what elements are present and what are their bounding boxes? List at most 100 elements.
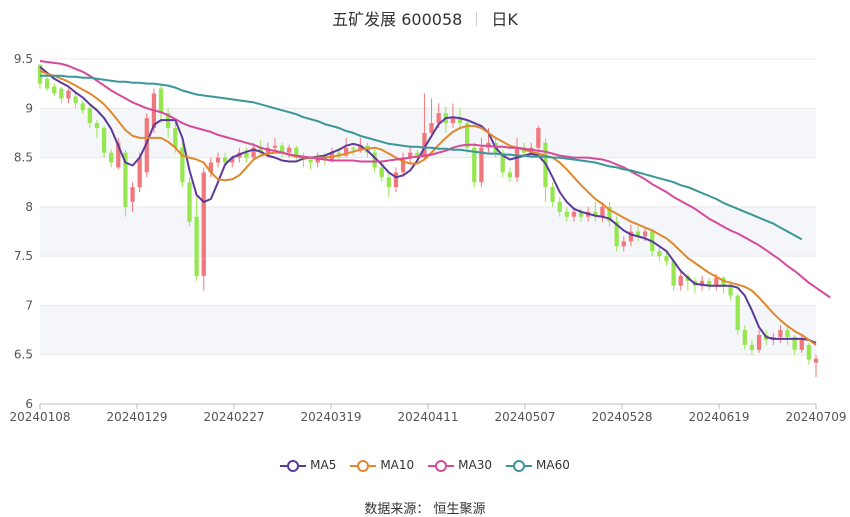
candle-body: [536, 128, 541, 148]
candle-down: [657, 246, 662, 262]
candle-body: [415, 152, 420, 158]
chart-title: 五矿发展 600058: [332, 10, 463, 29]
candle-body: [792, 336, 797, 350]
candle-down: [614, 216, 619, 252]
candle-down: [52, 83, 57, 97]
candle-body: [621, 241, 626, 247]
candle-up: [201, 167, 206, 291]
candle-up: [813, 354, 819, 378]
candle-body: [571, 211, 577, 217]
candle-body: [500, 152, 505, 173]
candle-down: [635, 226, 641, 242]
candle-body: [799, 339, 804, 350]
candle-body: [222, 157, 228, 163]
candle-body: [109, 152, 114, 163]
candle-down: [671, 258, 676, 291]
x-tick-label: 20240319: [300, 410, 361, 424]
candle-body: [735, 295, 740, 331]
candle-body: [756, 335, 762, 350]
legend-item-ma10[interactable]: MA10: [350, 458, 414, 473]
candle-down: [180, 142, 185, 188]
candle-down: [593, 201, 598, 222]
candle-body: [372, 152, 377, 168]
candle-body: [564, 211, 569, 217]
candle-body: [251, 147, 256, 158]
candle-body: [336, 152, 342, 156]
candle-down: [735, 293, 740, 335]
candle-up: [778, 325, 783, 343]
candle-body: [294, 147, 299, 158]
candle-body: [66, 90, 71, 99]
candle-down: [80, 100, 85, 114]
candle-body: [593, 211, 598, 217]
candle-body: [600, 206, 605, 217]
candle-body: [628, 231, 634, 242]
legend-marker-icon: [280, 459, 307, 472]
candle-body: [130, 187, 135, 202]
ma60-line: [40, 74, 803, 241]
candle-body: [315, 157, 320, 163]
x-tick-label: 20240528: [591, 410, 652, 424]
candle-body: [472, 147, 477, 183]
candle-body: [208, 162, 213, 173]
candle-body: [678, 275, 683, 286]
legend-item-ma60[interactable]: MA60: [506, 458, 570, 473]
candle-body: [614, 221, 619, 247]
x-tick-label: 20240709: [785, 410, 846, 424]
candle-body: [386, 177, 391, 188]
candle-down: [44, 75, 50, 91]
legend-label: MA10: [380, 458, 415, 473]
candle-down: [564, 206, 569, 222]
title-separator: [476, 12, 478, 26]
candle-up: [450, 103, 456, 128]
candle-body: [287, 147, 292, 153]
candle-down: [557, 197, 562, 217]
legend-marker-icon: [350, 459, 377, 472]
candle-down: [351, 142, 356, 156]
candle-body: [173, 128, 178, 148]
legend-item-ma5[interactable]: MA5: [280, 458, 336, 473]
candle-down: [707, 277, 712, 291]
candle-body: [59, 88, 64, 99]
candle-down: [94, 120, 100, 138]
candle-body: [379, 167, 384, 178]
candle-body: [429, 123, 434, 133]
candle-body: [44, 78, 50, 89]
x-tick-label: 20240129: [106, 410, 167, 424]
candle-up: [756, 330, 762, 353]
candle-body: [358, 145, 363, 150]
candle-body: [73, 96, 78, 104]
candle-down: [73, 93, 78, 109]
candle-down: [386, 172, 391, 197]
candle-down: [158, 83, 164, 124]
x-tick-label: 20240108: [9, 410, 70, 424]
candle-body: [137, 157, 142, 188]
y-tick-label: 7.5: [14, 249, 33, 263]
candle-up: [621, 236, 626, 252]
candle-down: [507, 167, 513, 183]
candle-body: [201, 172, 206, 276]
y-axis: 6 6.5 7 7.5 8 8.5 9 9.5: [14, 52, 33, 411]
candle-up: [429, 98, 434, 138]
x-tick-label: 20240619: [688, 410, 749, 424]
legend-marker-icon: [428, 459, 455, 472]
candle-body: [393, 172, 399, 188]
candle-body: [308, 159, 313, 163]
legend-item-ma30[interactable]: MA30: [428, 458, 492, 473]
candle-body: [749, 344, 755, 350]
candle-body: [557, 201, 562, 212]
candle-body: [101, 128, 107, 153]
candle-body: [657, 251, 662, 257]
candle-body: [37, 64, 43, 84]
candle-body: [514, 147, 520, 178]
candle-body: [244, 152, 249, 158]
candle-body: [778, 330, 783, 337]
candle-body: [806, 344, 812, 360]
candle-down: [728, 280, 733, 301]
candle-down: [742, 325, 747, 350]
candle-body: [550, 187, 555, 202]
legend-marker-icon: [506, 459, 533, 472]
candle-body: [664, 256, 669, 262]
candle-body: [607, 206, 612, 222]
legend-label: MA60: [536, 458, 570, 473]
